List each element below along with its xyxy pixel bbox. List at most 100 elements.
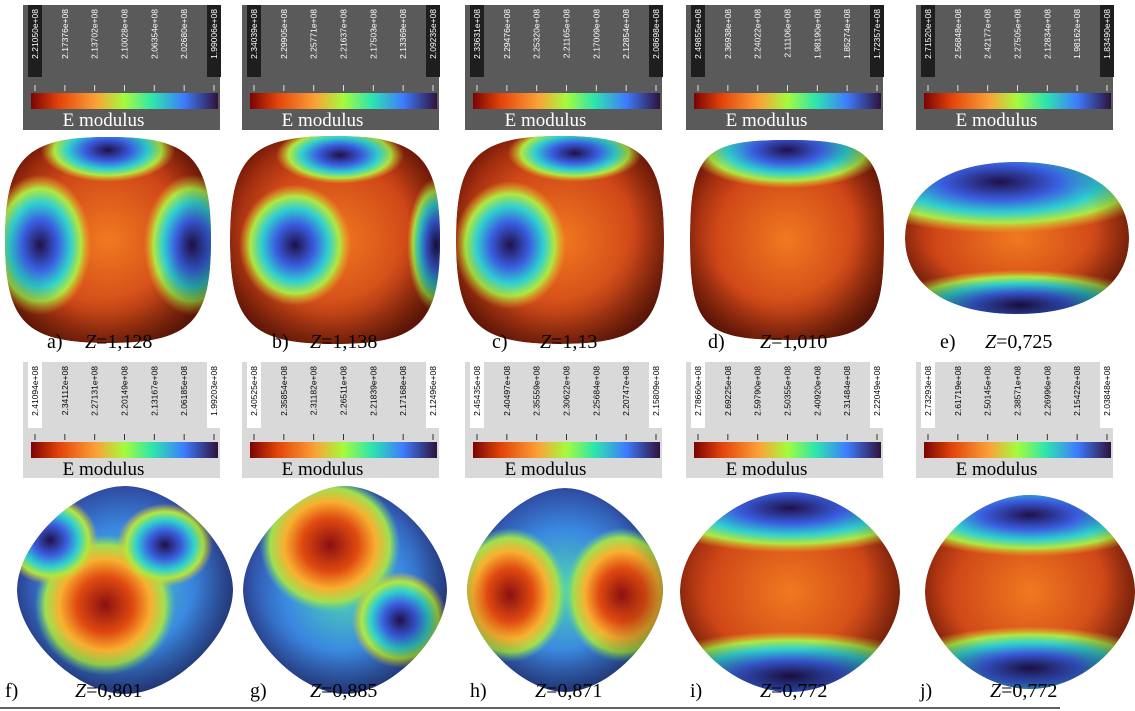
tick-label: 2.42177e+08	[983, 9, 993, 59]
surface-shade	[230, 136, 440, 344]
colorbar: 2.21050e+08 2.17376e+08 2.13702e+08 2.10028…	[23, 5, 221, 131]
tick-label: 2.27131e+08	[90, 366, 100, 416]
tick-label: 2.12834e+08	[1042, 9, 1052, 59]
panel-caption: Z=1,138	[310, 331, 377, 353]
surface-shade	[690, 140, 884, 340]
tick-label: 2.13369e+08	[398, 9, 408, 59]
caption-symbol: Z	[760, 680, 772, 702]
panel: 2.49855e+08 2.36938e+08 2.24022e+08 2.11106…	[686, 5, 884, 353]
tick-label: 2.56848e+08	[953, 9, 963, 59]
tick-label: 2.40920e+08	[812, 366, 822, 416]
caption-symbol: Z	[540, 331, 552, 353]
colorbar-background	[242, 362, 439, 478]
tick-label: 2.22049e+08	[872, 366, 882, 416]
panel-caption: Z=0,772	[760, 680, 827, 702]
panel-caption: Z=1,010	[760, 331, 827, 353]
colorbar-background	[242, 5, 439, 130]
colorbar-background	[686, 362, 883, 478]
surface-shade	[243, 486, 447, 694]
panel: 2.78660e+08 2.69225e+08 2.59790e+08 2.50355…	[680, 362, 900, 702]
tick-label: 2.33631e+08	[472, 9, 482, 59]
colorbar-gradient	[250, 93, 437, 109]
tick-label: 2.40525e+08	[249, 366, 259, 416]
tick-label: 2.13167e+08	[149, 366, 159, 416]
panel-caption: Z=0,725	[985, 331, 1052, 353]
panel-letter: f)	[5, 680, 18, 702]
tick-label: 1.99203e+08	[209, 366, 219, 416]
colorbar-label: E modulus	[63, 110, 145, 131]
caption-value: =1,13	[551, 331, 597, 353]
panel-caption: Z=0,772	[990, 680, 1057, 702]
panel: 2.34039e+08 2.29905e+08 2.25771e+08 2.21637…	[230, 5, 440, 353]
caption-value: =0,772	[1001, 680, 1057, 702]
surface	[230, 136, 440, 344]
caption-symbol: Z	[85, 331, 97, 353]
colorbar: 2.71520e+08 2.56848e+08 2.42177e+08 2.27505…	[916, 5, 1114, 131]
panel-caption: Z=0,801	[75, 680, 142, 702]
tick-label: 2.35559e+08	[532, 366, 542, 416]
tick-label: 2.25684e+08	[591, 366, 601, 416]
tick-label: 2.49855e+08	[693, 9, 703, 59]
colorbar-background	[686, 5, 883, 130]
colorbar-background	[23, 5, 220, 130]
tick-label: 2.11106e+08	[783, 9, 793, 58]
tick-label: 2.21050e+08	[30, 9, 40, 59]
tick-label-box	[207, 5, 221, 77]
tick-label: 2.50355e+08	[783, 366, 793, 416]
tick-label: 2.26511e+08	[339, 366, 349, 416]
tick-label: 2.09235e+08	[428, 9, 438, 59]
colorbar-gradient	[31, 442, 218, 458]
tick-label: 2.40497e+08	[502, 366, 512, 416]
tick-label: 2.61719e+08	[953, 366, 963, 416]
colorbar-label: E modulus	[505, 110, 587, 131]
tick-label: 2.45435e+08	[472, 366, 482, 416]
tick-label: 2.15422e+08	[1072, 366, 1082, 416]
panel-caption: Z=1,128	[85, 331, 152, 353]
surface	[17, 486, 233, 694]
tick-label: 2.35854e+08	[279, 366, 289, 416]
tick-label: 2.25771e+08	[309, 9, 319, 59]
caption-value: =0,871	[546, 680, 602, 702]
caption-symbol: Z	[535, 680, 547, 702]
tick-label: 2.20747e+08	[621, 366, 631, 416]
tick-label: 2.17168e+08	[398, 366, 408, 416]
tick-label: 2.12854e+08	[621, 9, 631, 59]
surface	[456, 136, 664, 344]
tick-label: 2.36938e+08	[723, 9, 733, 59]
colorbar: 2.33631e+08 2.29476e+08 2.25320e+08 2.21165…	[465, 5, 663, 131]
caption-symbol: Z	[75, 680, 87, 702]
tick-label: 2.69225e+08	[723, 366, 733, 416]
tick-label: 2.29905e+08	[279, 9, 289, 59]
caption-symbol: Z	[310, 331, 322, 353]
tick-label: 2.59790e+08	[753, 366, 763, 416]
tick-label: 2.26996e+08	[1042, 366, 1052, 416]
surface-shade	[905, 162, 1129, 314]
tick-label: 2.13702e+08	[90, 9, 100, 59]
tick-label-box	[921, 5, 935, 77]
colorbar-gradient	[473, 442, 660, 458]
caption-value: =1,138	[321, 331, 377, 353]
tick-label: 2.17376e+08	[60, 9, 70, 59]
panel-letter: c)	[492, 331, 508, 353]
tick-label-box	[28, 5, 42, 77]
tick-label: 2.27505e+08	[1013, 9, 1023, 59]
tick-label: 2.17503e+08	[368, 9, 378, 59]
colorbar: 2.45435e+08 2.40497e+08 2.35559e+08 2.30622…	[465, 362, 663, 480]
panel: 2.71520e+08 2.56848e+08 2.42177e+08 2.27505…	[905, 5, 1129, 353]
tick-label-box	[870, 5, 884, 77]
panel-letter: j)	[919, 680, 932, 702]
tick-label: 2.34039e+08	[249, 9, 259, 59]
caption-value: =1,010	[771, 331, 827, 353]
tick-label-box	[870, 362, 884, 428]
tick-label: 1.98190e+08	[812, 9, 822, 59]
colorbar-label: E modulus	[726, 459, 808, 480]
panel: 2.41094e+08 2.34112e+08 2.27131e+08 2.20149…	[5, 362, 233, 702]
panel-letter: h)	[470, 680, 487, 702]
colorbar: 2.73293e+08 2.61719e+08 2.50145e+08 2.38571…	[916, 362, 1114, 480]
surface-shade	[467, 488, 663, 692]
surface	[905, 162, 1129, 314]
panel-letter: d)	[708, 331, 725, 353]
surface-shade	[925, 495, 1135, 689]
colorbar-gradient	[473, 93, 660, 109]
